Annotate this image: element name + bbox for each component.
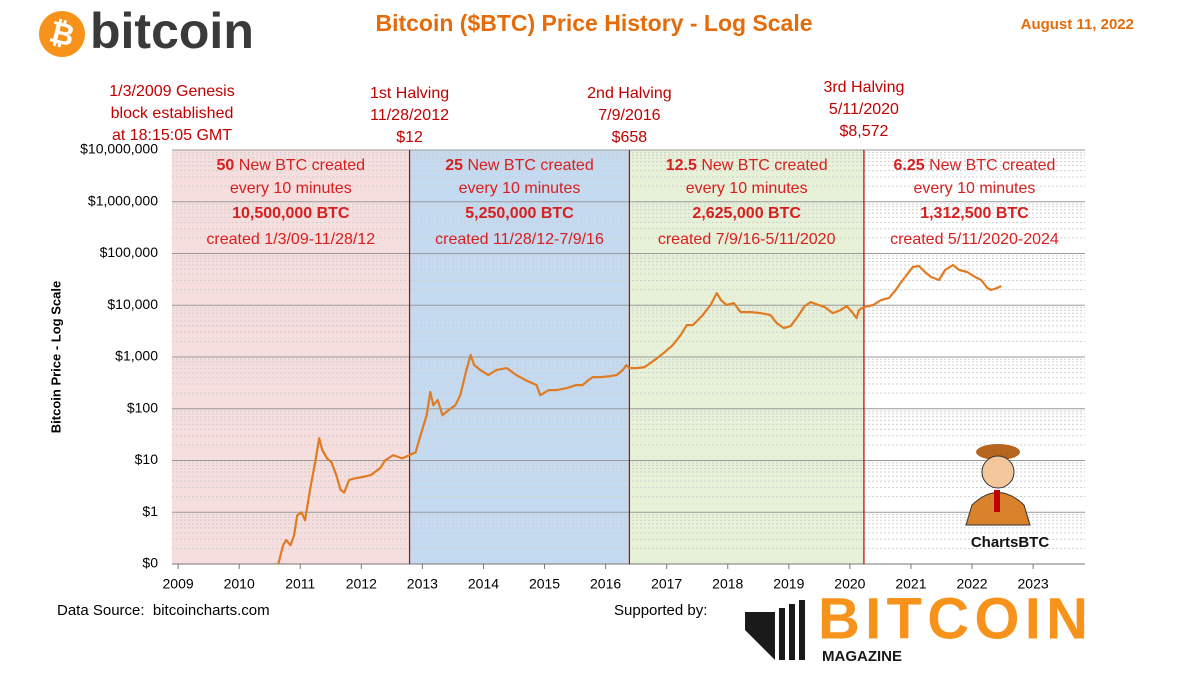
y-tick-label: $10,000,000 xyxy=(80,141,158,157)
sponsor-icon xyxy=(745,600,805,660)
y-tick-label: $10 xyxy=(135,451,159,467)
era-line2: every 10 minutes xyxy=(914,180,1036,197)
y-tick-label: $100 xyxy=(127,399,158,415)
halving-label: $658 xyxy=(612,129,648,146)
x-tick-label: 2019 xyxy=(773,576,804,592)
x-tick-label: 2018 xyxy=(712,576,743,592)
era-line: 25 New BTC created xyxy=(445,157,594,174)
chart-date: August 11, 2022 xyxy=(1021,16,1134,33)
logo-circle xyxy=(39,11,85,57)
era-reward: 12.5 xyxy=(666,157,697,174)
era-text: New BTC created xyxy=(925,157,1056,174)
x-tick-label: 2010 xyxy=(224,576,255,592)
x-tick-label: 2012 xyxy=(346,576,377,592)
era-supply: 2,625,000 BTC xyxy=(692,205,801,222)
halving-label: 11/28/2012 xyxy=(370,107,449,124)
era-period: created 11/28/12-7/9/16 xyxy=(435,231,604,248)
y-tick-label: $1 xyxy=(142,503,158,519)
sponsor-sub: MAGAZINE xyxy=(822,648,902,665)
watermark: ChartsBTC xyxy=(971,534,1050,551)
x-tick-label: 2011 xyxy=(285,576,315,592)
x-tick-label: 2017 xyxy=(651,576,682,592)
x-tick-label: 2022 xyxy=(956,576,987,592)
halving-label: 5/11/2020 xyxy=(829,101,899,118)
x-tick-label: 2016 xyxy=(590,576,621,592)
y-axis-label: Bitcoin Price - Log Scale xyxy=(48,281,63,433)
era-supply: 1,312,500 BTC xyxy=(920,205,1029,222)
price-line xyxy=(277,263,1002,565)
halving-label: 2nd Halving xyxy=(587,85,672,102)
era-period: created 1/3/09-11/28/12 xyxy=(206,231,375,248)
sponsor: BITCOIN xyxy=(818,586,1088,651)
era-supply: 10,500,000 BTC xyxy=(232,205,350,222)
era-line: 50 New BTC created xyxy=(217,157,366,174)
era-line2: every 10 minutes xyxy=(230,180,352,197)
x-tick-label: 2014 xyxy=(468,576,499,592)
halving-label: $12 xyxy=(396,129,423,146)
x-tick-label: 2013 xyxy=(407,576,438,592)
genesis-label: block established xyxy=(111,105,234,122)
grid xyxy=(172,149,1085,569)
era-text: New BTC created xyxy=(697,157,828,174)
era-reward: 6.25 xyxy=(894,157,925,174)
y-tick-label: $10,000 xyxy=(107,296,158,312)
x-tick-label: 2015 xyxy=(529,576,560,592)
halving-label: 3rd Halving xyxy=(823,79,904,96)
plot xyxy=(277,150,1002,565)
y-tick-label: $0 xyxy=(142,555,158,571)
logo-text: bitcoin xyxy=(90,3,254,59)
y-tick-label: $1,000,000 xyxy=(88,192,158,208)
halving-label: $8,572 xyxy=(839,123,888,140)
genesis-label: at 18:15:05 GMT xyxy=(112,127,232,144)
era-reward: 50 xyxy=(217,157,235,174)
x-tick-label: 2020 xyxy=(834,576,865,592)
era-line2: every 10 minutes xyxy=(459,180,581,197)
halving-label: 1st Halving xyxy=(370,85,449,102)
y-tick-label: $100,000 xyxy=(100,244,159,260)
source: Data Source: bitcoincharts.com xyxy=(57,602,270,619)
x-tick-label: 2009 xyxy=(163,576,194,592)
mascot xyxy=(965,444,1031,526)
y-tick-label: $1,000 xyxy=(115,348,158,364)
era-line2: every 10 minutes xyxy=(686,180,808,197)
supported-by: Supported by: xyxy=(614,602,707,619)
x-tick-label: 2021 xyxy=(895,576,926,592)
chart-title: Bitcoin ($BTC) Price History - Log Scale xyxy=(375,10,812,36)
era-supply: 5,250,000 BTC xyxy=(465,205,574,222)
era-text: New BTC created xyxy=(463,157,594,174)
genesis-label: 1/3/2009 Genesis xyxy=(109,83,234,100)
halving-label: 7/9/2016 xyxy=(598,107,660,124)
era-reward: 25 xyxy=(445,157,463,174)
era-line: 6.25 New BTC created xyxy=(894,157,1056,174)
x-tick-label: 2023 xyxy=(1018,576,1049,592)
era-period: created 7/9/16-5/11/2020 xyxy=(658,231,836,248)
era-line: 12.5 New BTC created xyxy=(666,157,828,174)
era-period: created 5/11/2020-2024 xyxy=(890,231,1059,248)
era-text: New BTC created xyxy=(234,157,365,174)
